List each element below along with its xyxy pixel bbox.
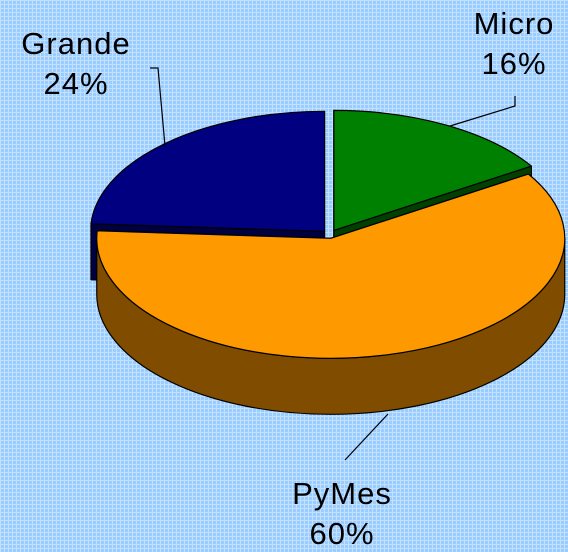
category-label: PyMes [292, 476, 392, 511]
slice [333, 109, 533, 231]
slice [96, 173, 566, 359]
value-label: 16% [481, 46, 546, 81]
leader-line [344, 413, 389, 461]
leader-line [150, 67, 166, 147]
labels: Micro 16% PyMes 60% Grande 24% [21, 6, 555, 551]
value-label: 24% [43, 66, 108, 101]
pie [90, 109, 566, 415]
category-label: Grande [21, 26, 130, 61]
category-label: Micro [474, 6, 555, 41]
value-label: 60% [309, 516, 374, 551]
leader-line [449, 96, 516, 127]
